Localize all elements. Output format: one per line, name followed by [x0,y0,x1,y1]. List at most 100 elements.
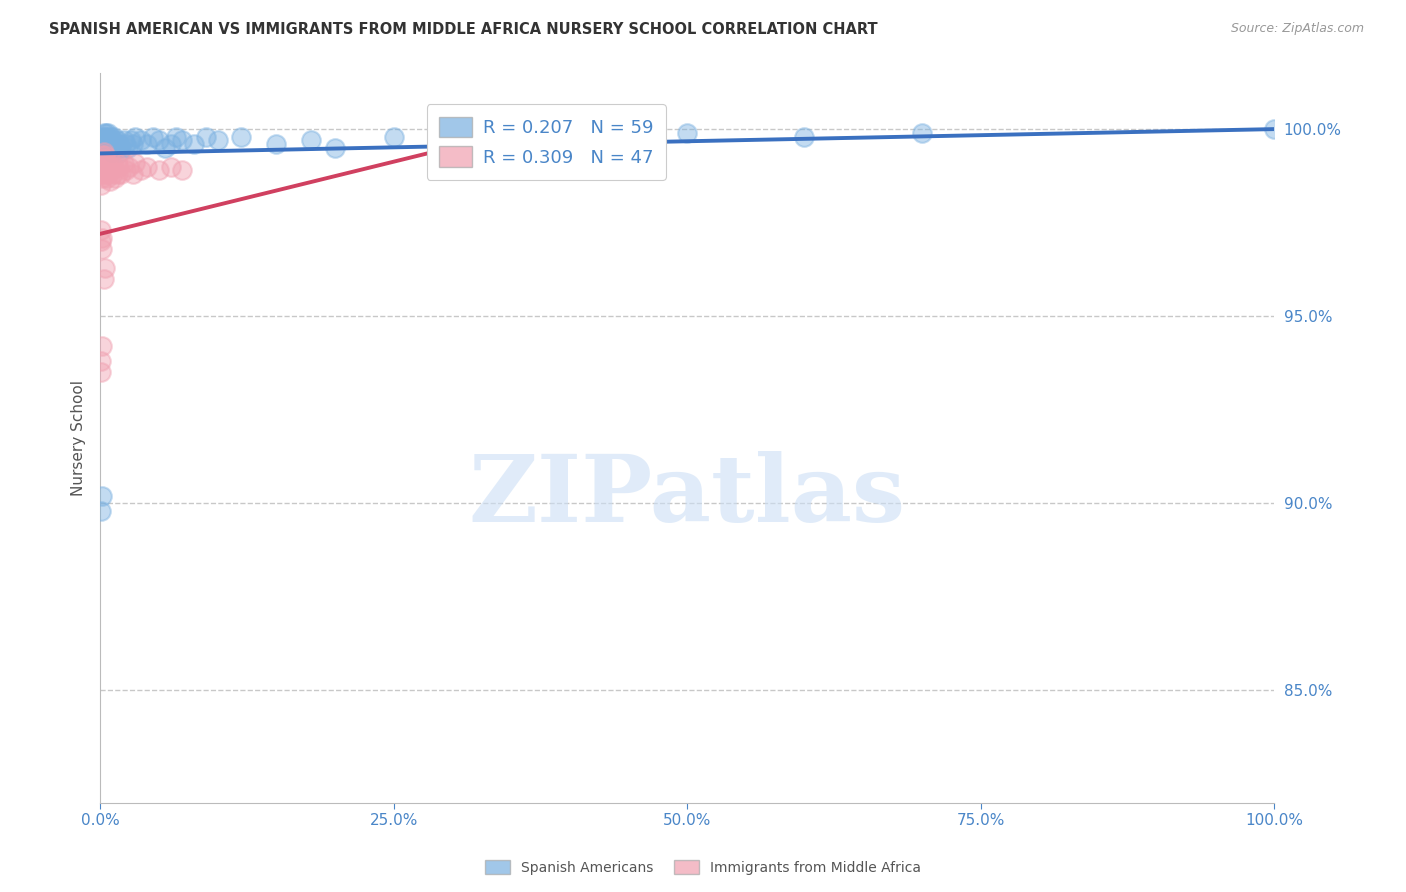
Point [98,160,121,174]
Text: SPANISH AMERICAN VS IMMIGRANTS FROM MIDDLE AFRICA NURSERY SCHOOL CORRELATION CHA: SPANISH AMERICAN VS IMMIGRANTS FROM MIDD… [49,22,877,37]
Point [104,170,127,185]
Point [159,160,181,174]
Point [97,167,120,181]
Text: ZIPatlas: ZIPatlas [468,451,905,541]
Legend: Spanish Americans, Immigrants from Middle Africa: Spanish Americans, Immigrants from Middl… [479,855,927,880]
Point [105,155,128,169]
Point [103,141,125,155]
Point [97,137,120,152]
Point [96,170,118,185]
Point [153,141,176,155]
Legend: R = 0.207   N = 59, R = 0.309   N = 47: R = 0.207 N = 59, R = 0.309 N = 47 [426,103,666,180]
Point [676,126,699,140]
Point [148,163,170,178]
Point [382,129,405,144]
Point [98,141,121,155]
Point [107,141,129,155]
Point [91,339,114,353]
Point [110,141,132,155]
Point [136,160,159,174]
Point [94,260,117,275]
Point [142,129,165,144]
Point [108,160,131,174]
Point [91,489,114,503]
Point [148,133,170,147]
Point [129,163,152,178]
Point [96,160,118,174]
Point [183,137,205,152]
Point [94,167,117,181]
Point [94,163,117,178]
Point [103,160,125,174]
Point [98,133,121,147]
Point [98,174,121,188]
Y-axis label: Nursery School: Nursery School [72,380,86,496]
Point [793,129,815,144]
Point [124,129,146,144]
Point [90,141,112,155]
Point [93,126,115,140]
Point [94,141,117,155]
Point [499,129,522,144]
Point [165,129,187,144]
Point [911,126,934,140]
Point [129,133,152,147]
Point [441,133,464,147]
Point [105,133,128,147]
Point [96,129,118,144]
Point [101,137,124,152]
Point [93,271,115,285]
Point [94,148,117,162]
Point [91,230,114,244]
Point [108,137,131,152]
Point [122,167,145,181]
Point [100,129,122,144]
Point [108,145,131,159]
Point [94,152,117,166]
Point [159,137,181,152]
Point [94,126,117,140]
Point [90,354,112,368]
Point [110,167,132,181]
Point [94,137,117,152]
Point [90,178,112,193]
Point [91,137,114,152]
Point [101,167,124,181]
Point [194,129,217,144]
Point [97,155,120,169]
Point [172,163,194,178]
Point [104,137,127,152]
Point [107,167,129,181]
Point [90,365,112,379]
Point [117,141,139,155]
Point [207,133,229,147]
Point [172,133,194,147]
Point [93,155,115,169]
Point [94,133,117,147]
Point [120,133,142,147]
Point [90,223,112,237]
Point [118,160,141,174]
Point [91,160,114,174]
Point [93,163,115,178]
Point [229,129,252,144]
Point [115,137,138,152]
Point [94,129,117,144]
Point [101,155,124,169]
Point [103,129,125,144]
Point [90,133,112,147]
Point [301,133,323,147]
Point [124,155,146,169]
Point [115,163,138,178]
Point [90,235,112,249]
Text: Source: ZipAtlas.com: Source: ZipAtlas.com [1230,22,1364,36]
Point [1263,122,1285,136]
Point [91,242,114,256]
Point [558,133,581,147]
Point [93,145,115,159]
Point [136,137,159,152]
Point [90,504,112,518]
Point [264,137,287,152]
Point [100,163,122,178]
Point [323,141,346,155]
